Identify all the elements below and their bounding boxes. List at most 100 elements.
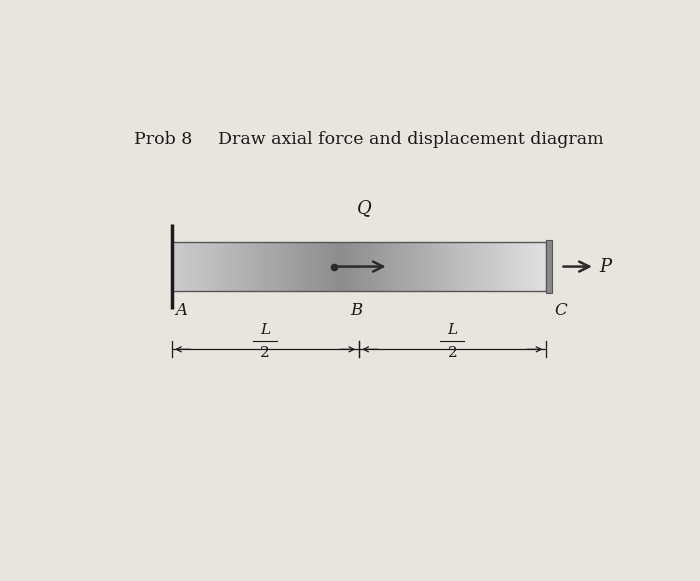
Text: Q: Q bbox=[357, 199, 372, 217]
Bar bbox=[481, 242, 482, 291]
Bar bbox=[410, 242, 412, 291]
Bar bbox=[390, 242, 391, 291]
Bar bbox=[438, 242, 439, 291]
Bar bbox=[302, 242, 304, 291]
Bar bbox=[433, 242, 434, 291]
Bar bbox=[500, 242, 501, 291]
Bar bbox=[455, 242, 456, 291]
Bar bbox=[273, 242, 274, 291]
Bar bbox=[501, 242, 503, 291]
Bar bbox=[516, 242, 517, 291]
Bar bbox=[345, 242, 346, 291]
Bar bbox=[314, 242, 315, 291]
Bar bbox=[508, 242, 510, 291]
Bar bbox=[256, 242, 258, 291]
Bar bbox=[227, 242, 228, 291]
Bar bbox=[537, 242, 539, 291]
Bar bbox=[387, 242, 389, 291]
Bar bbox=[433, 242, 435, 291]
Bar bbox=[496, 242, 498, 291]
Bar bbox=[330, 242, 332, 291]
Bar bbox=[299, 242, 300, 291]
Bar bbox=[321, 242, 323, 291]
Bar bbox=[375, 242, 377, 291]
Bar bbox=[482, 242, 484, 291]
Bar bbox=[276, 242, 278, 291]
Bar bbox=[285, 242, 287, 291]
Bar bbox=[506, 242, 507, 291]
Bar bbox=[526, 242, 528, 291]
Bar bbox=[492, 242, 493, 291]
Bar bbox=[404, 242, 405, 291]
Bar bbox=[444, 242, 445, 291]
Bar bbox=[213, 242, 214, 291]
Bar bbox=[368, 242, 369, 291]
Bar bbox=[238, 242, 239, 291]
Bar bbox=[406, 242, 407, 291]
Bar bbox=[487, 242, 489, 291]
Bar bbox=[536, 242, 538, 291]
Bar bbox=[208, 242, 209, 291]
Bar bbox=[224, 242, 225, 291]
Bar bbox=[351, 242, 353, 291]
Bar bbox=[430, 242, 431, 291]
Bar bbox=[417, 242, 419, 291]
Bar bbox=[369, 242, 370, 291]
Bar bbox=[248, 242, 249, 291]
Bar bbox=[346, 242, 348, 291]
Bar bbox=[377, 242, 379, 291]
Bar bbox=[414, 242, 415, 291]
Bar bbox=[450, 242, 452, 291]
Bar bbox=[350, 242, 351, 291]
Bar bbox=[241, 242, 243, 291]
Bar bbox=[193, 242, 195, 291]
Text: L: L bbox=[260, 323, 270, 337]
Bar bbox=[278, 242, 279, 291]
Bar bbox=[232, 242, 233, 291]
Bar bbox=[485, 242, 486, 291]
Bar bbox=[477, 242, 479, 291]
Bar bbox=[296, 242, 298, 291]
Bar bbox=[495, 242, 496, 291]
Bar bbox=[521, 242, 522, 291]
Bar bbox=[517, 242, 519, 291]
Bar bbox=[289, 242, 290, 291]
Bar bbox=[203, 242, 204, 291]
Bar bbox=[486, 242, 487, 291]
Bar bbox=[522, 242, 524, 291]
Bar bbox=[382, 242, 383, 291]
Bar bbox=[294, 242, 295, 291]
Bar bbox=[484, 242, 485, 291]
Bar bbox=[235, 242, 237, 291]
Bar bbox=[372, 242, 374, 291]
Bar bbox=[197, 242, 198, 291]
Bar bbox=[395, 242, 396, 291]
Bar bbox=[318, 242, 319, 291]
Bar bbox=[313, 242, 314, 291]
Text: L: L bbox=[447, 323, 457, 337]
Bar bbox=[295, 242, 297, 291]
Bar bbox=[216, 242, 218, 291]
Bar bbox=[189, 242, 190, 291]
Bar bbox=[505, 242, 506, 291]
Bar bbox=[412, 242, 414, 291]
Bar bbox=[530, 242, 531, 291]
Bar bbox=[216, 242, 217, 291]
Bar bbox=[172, 242, 546, 291]
Bar bbox=[458, 242, 460, 291]
Bar bbox=[379, 242, 380, 291]
Bar bbox=[280, 242, 281, 291]
Bar bbox=[524, 242, 525, 291]
Bar bbox=[393, 242, 394, 291]
Bar bbox=[251, 242, 253, 291]
Bar bbox=[274, 242, 275, 291]
Bar bbox=[376, 242, 378, 291]
Bar bbox=[494, 242, 495, 291]
Bar bbox=[525, 242, 526, 291]
Bar bbox=[543, 242, 545, 291]
Bar bbox=[407, 242, 409, 291]
Bar bbox=[291, 242, 293, 291]
Bar bbox=[173, 242, 174, 291]
Bar bbox=[538, 242, 540, 291]
Bar bbox=[335, 242, 337, 291]
